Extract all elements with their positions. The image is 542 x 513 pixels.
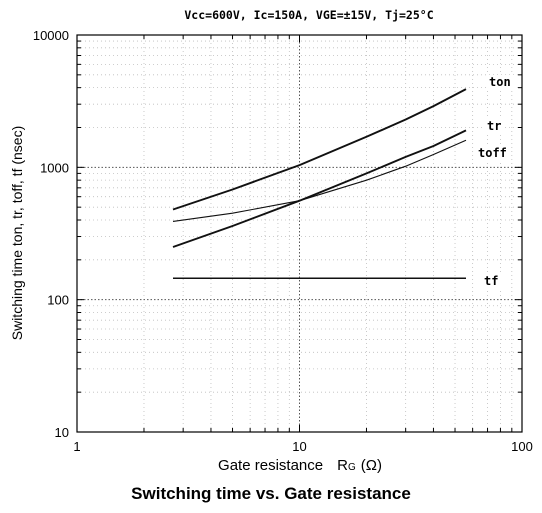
y-tick-label: 100 <box>47 293 69 308</box>
chart-caption: Switching time vs. Gate resistance <box>131 484 411 503</box>
x-tick-label: 1 <box>73 439 80 454</box>
series-ton-label: ton <box>489 75 511 89</box>
x-axis-symbol: R <box>337 457 348 474</box>
series-tr-label-bg <box>484 119 505 133</box>
series-ton-line <box>172 88 467 211</box>
series-tr-line <box>172 129 467 248</box>
y-axis-label: Switching time ton, tr, toff, tf (nsec) <box>9 126 25 341</box>
x-axis-unit: (Ω) <box>361 457 382 474</box>
chart-title: Vcc=600V, Ic=150A, VGE=±15V, Tj=25°C <box>184 8 433 22</box>
series-group: ton tr toff tf <box>172 75 515 288</box>
x-tick-label: 10 <box>292 439 306 454</box>
series-tr-label: tr <box>487 119 501 133</box>
series-toff-label-bg <box>475 146 511 160</box>
x-tick-label: 100 <box>511 439 533 454</box>
grid <box>77 35 522 432</box>
y-tick-label: 10 <box>55 425 69 440</box>
axis-ticks: 1 10 100 10 100 1000 10000 <box>33 28 533 454</box>
y-tick-label: 1000 <box>40 160 69 175</box>
x-axis-label-text: Gate resistance <box>218 457 323 474</box>
series-toff-label: toff <box>478 146 507 160</box>
series-ton-label-bg <box>486 75 515 89</box>
x-axis-label: Gate resistance RG (Ω) <box>218 457 382 474</box>
series-tf-label: tf <box>484 274 498 288</box>
series-toff-line <box>172 139 467 222</box>
y-tick-label: 10000 <box>33 28 69 43</box>
x-axis-symbol-sub: G <box>348 462 356 473</box>
series-tf-label-bg <box>481 274 502 288</box>
